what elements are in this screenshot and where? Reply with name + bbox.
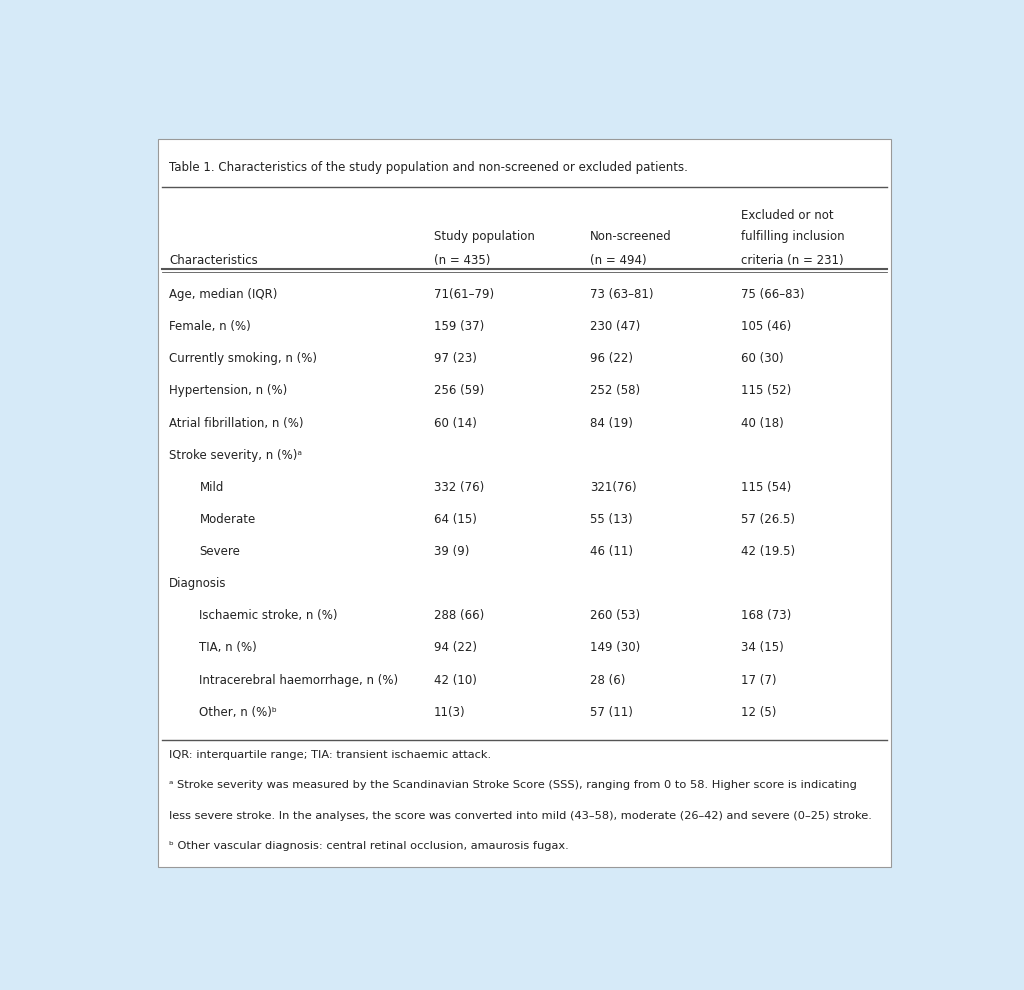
Text: 39 (9): 39 (9): [433, 545, 469, 558]
Text: Table 1. Characteristics of the study population and non-screened or excluded pa: Table 1. Characteristics of the study po…: [169, 160, 688, 173]
Text: ᵇ Other vascular diagnosis: central retinal occlusion, amaurosis fugax.: ᵇ Other vascular diagnosis: central reti…: [169, 842, 569, 851]
Text: Age, median (IQR): Age, median (IQR): [169, 288, 278, 301]
Text: 97 (23): 97 (23): [433, 352, 476, 365]
Text: 12 (5): 12 (5): [740, 706, 776, 719]
Text: 332 (76): 332 (76): [433, 481, 483, 494]
Text: Currently smoking, n (%): Currently smoking, n (%): [169, 352, 317, 365]
Text: 60 (30): 60 (30): [740, 352, 783, 365]
Text: 96 (22): 96 (22): [590, 352, 633, 365]
Text: 34 (15): 34 (15): [740, 642, 783, 654]
Text: ᵃ Stroke severity was measured by the Scandinavian Stroke Score (SSS), ranging f: ᵃ Stroke severity was measured by the Sc…: [169, 780, 857, 790]
Text: 75 (66–83): 75 (66–83): [740, 288, 804, 301]
Text: Severe: Severe: [200, 545, 241, 558]
Text: 57 (26.5): 57 (26.5): [740, 513, 795, 526]
Text: Diagnosis: Diagnosis: [169, 577, 226, 590]
FancyBboxPatch shape: [158, 139, 892, 867]
Text: 159 (37): 159 (37): [433, 320, 483, 334]
Text: 84 (19): 84 (19): [590, 417, 633, 430]
Text: 55 (13): 55 (13): [590, 513, 633, 526]
Text: Other, n (%)ᵇ: Other, n (%)ᵇ: [200, 706, 278, 719]
Text: Female, n (%): Female, n (%): [169, 320, 251, 334]
Text: 105 (46): 105 (46): [740, 320, 791, 334]
Text: criteria (n = 231): criteria (n = 231): [740, 254, 844, 267]
Text: Hypertension, n (%): Hypertension, n (%): [169, 384, 288, 397]
Text: less severe stroke. In the analyses, the score was converted into mild (43–58), : less severe stroke. In the analyses, the…: [169, 811, 872, 821]
Text: 149 (30): 149 (30): [590, 642, 640, 654]
Text: Study population: Study population: [433, 230, 535, 244]
Text: Intracerebral haemorrhage, n (%): Intracerebral haemorrhage, n (%): [200, 673, 398, 686]
Text: Atrial fibrillation, n (%): Atrial fibrillation, n (%): [169, 417, 304, 430]
Text: 73 (63–81): 73 (63–81): [590, 288, 653, 301]
Text: 57 (11): 57 (11): [590, 706, 633, 719]
Text: IQR: interquartile range; TIA: transient ischaemic attack.: IQR: interquartile range; TIA: transient…: [169, 750, 492, 760]
Text: 94 (22): 94 (22): [433, 642, 476, 654]
Text: 40 (18): 40 (18): [740, 417, 783, 430]
Text: 256 (59): 256 (59): [433, 384, 483, 397]
Text: 321(76): 321(76): [590, 481, 637, 494]
Text: Characteristics: Characteristics: [169, 254, 258, 267]
Text: 11(3): 11(3): [433, 706, 465, 719]
Text: 230 (47): 230 (47): [590, 320, 640, 334]
Text: (n = 494): (n = 494): [590, 254, 646, 267]
Text: 115 (52): 115 (52): [740, 384, 791, 397]
Text: 28 (6): 28 (6): [590, 673, 626, 686]
Text: 60 (14): 60 (14): [433, 417, 476, 430]
Text: 288 (66): 288 (66): [433, 609, 483, 623]
Text: TIA, n (%): TIA, n (%): [200, 642, 257, 654]
Text: 64 (15): 64 (15): [433, 513, 476, 526]
Text: Excluded or not: Excluded or not: [740, 209, 834, 222]
Text: Non-screened: Non-screened: [590, 230, 672, 244]
Text: (n = 435): (n = 435): [433, 254, 489, 267]
Text: fulfilling inclusion: fulfilling inclusion: [740, 230, 844, 244]
Text: 168 (73): 168 (73): [740, 609, 791, 623]
Text: 42 (19.5): 42 (19.5): [740, 545, 795, 558]
Text: 17 (7): 17 (7): [740, 673, 776, 686]
Text: 260 (53): 260 (53): [590, 609, 640, 623]
Text: 115 (54): 115 (54): [740, 481, 791, 494]
Text: 252 (58): 252 (58): [590, 384, 640, 397]
Text: 71(61–79): 71(61–79): [433, 288, 494, 301]
Text: 42 (10): 42 (10): [433, 673, 476, 686]
Text: Mild: Mild: [200, 481, 224, 494]
Text: Moderate: Moderate: [200, 513, 256, 526]
Text: Stroke severity, n (%)ᵃ: Stroke severity, n (%)ᵃ: [169, 448, 302, 461]
Text: 46 (11): 46 (11): [590, 545, 633, 558]
Text: Ischaemic stroke, n (%): Ischaemic stroke, n (%): [200, 609, 338, 623]
